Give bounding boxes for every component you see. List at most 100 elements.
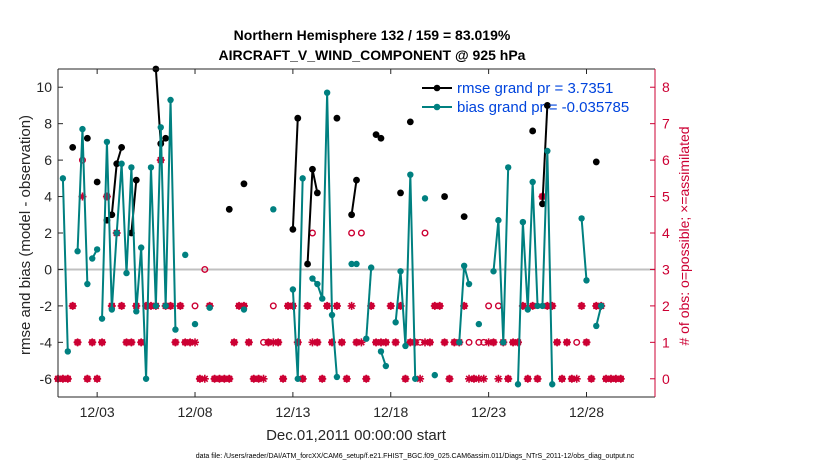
bias-point: [597, 302, 605, 310]
bias-line-segment: [595, 305, 603, 327]
x-tick-label: 12/23: [471, 404, 506, 420]
rmse-point: [353, 176, 360, 184]
obs-assimilated-marker: [577, 301, 586, 310]
rmse-point: [372, 131, 380, 139]
obs-assimilated-marker: [83, 374, 92, 383]
bias-point: [328, 311, 336, 319]
x-tick-label: 12/08: [177, 404, 212, 420]
legend-label-rmse: rmse grand pr = 3.7351: [457, 80, 613, 97]
bias-point: [93, 246, 101, 253]
obs-assimilated-marker: [171, 338, 180, 347]
obs-assimilated-marker: [68, 301, 77, 310]
bias-point: [64, 348, 71, 355]
bias-point: [431, 371, 438, 379]
bias-point: [514, 381, 522, 388]
obs-assimilated-marker: [513, 338, 522, 347]
obs-assimilated-marker: [318, 374, 327, 383]
obs-assimilated-marker: [543, 301, 552, 310]
obs-assimilated-marker: [191, 338, 200, 347]
obs-assimilated-marker: [611, 374, 620, 383]
rmse-point: [93, 178, 101, 186]
obs-assimilated-marker: [244, 338, 253, 347]
obs-assimilated-marker: [181, 338, 190, 347]
obs-possible-marker: [191, 302, 199, 310]
bias-point: [157, 124, 164, 131]
x-tick-label: 12/03: [80, 404, 115, 420]
rmse-point: [529, 127, 537, 135]
x-tick-label: 12/18: [373, 404, 408, 420]
bias-point: [59, 175, 67, 182]
rmse-point: [132, 176, 140, 184]
obs-assimilated-marker: [421, 338, 430, 347]
obs-assimilated-marker: [430, 301, 439, 310]
obs-assimilated-marker: [562, 338, 571, 347]
obs-assimilated-marker: [440, 338, 449, 347]
obs-assimilated-marker: [142, 301, 151, 310]
obs-assimilated-marker: [533, 374, 542, 383]
obs-possible-marker: [465, 338, 473, 346]
rmse-point: [304, 260, 311, 268]
bias-point: [123, 269, 130, 277]
obs-assimilated-marker: [332, 301, 341, 310]
bias-point: [309, 275, 316, 282]
bias-point: [583, 277, 590, 284]
obs-assimilated-marker: [122, 338, 131, 347]
bias-point: [490, 268, 497, 275]
y2-tick-label: 0: [662, 371, 670, 387]
bias-point: [270, 206, 277, 213]
obs-assimilated-marker: [602, 374, 611, 383]
obs-possible-marker: [201, 265, 209, 273]
obs-assimilated-marker: [582, 338, 591, 347]
bias-point: [578, 215, 585, 222]
obs-assimilated-marker: [63, 374, 72, 383]
y-axis-label: rmse and bias (model - observation): [17, 115, 34, 355]
obs-assimilated-marker: [166, 301, 175, 310]
rmse-point: [69, 143, 77, 151]
chart-title: Northern Hemisphere 132 / 159 = 83.019%: [234, 27, 511, 43]
y2-tick-label: 2: [662, 298, 670, 314]
obs-assimilated-marker: [323, 301, 332, 310]
y2-axis-label: # of obs: o=possible; ×=assimilated: [676, 126, 692, 345]
obs-assimilated-marker: [117, 301, 126, 310]
bias-line-segment: [365, 267, 373, 339]
bias-line-segment: [101, 98, 177, 380]
bias-point: [524, 306, 531, 313]
rmse-point: [113, 160, 121, 168]
bias-point: [167, 96, 174, 104]
obs-assimilated-marker: [504, 374, 513, 383]
obs-assimilated-marker: [313, 338, 322, 347]
bias-point: [363, 335, 370, 342]
obs-assimilated-marker: [616, 374, 625, 383]
obs-assimilated-marker: [425, 338, 434, 347]
rmse-point: [460, 213, 468, 221]
rmse-point: [539, 200, 546, 208]
obs-assimilated-marker: [303, 301, 312, 310]
obs-assimilated-marker: [465, 374, 474, 383]
bias-point: [152, 302, 160, 310]
obs-assimilated-marker: [225, 374, 234, 383]
rmse-point: [309, 165, 316, 173]
obs-assimilated-marker: [606, 374, 615, 383]
bias-line-segment: [61, 178, 69, 352]
bias-point: [84, 280, 91, 288]
bias-point: [74, 248, 81, 255]
obs-assimilated-marker: [548, 301, 557, 310]
bias-point: [323, 89, 331, 96]
y2-tick-label: 1: [662, 334, 670, 350]
obs-assimilated-marker: [137, 338, 146, 347]
legend: rmse grand pr = 3.7351 bias grand pr = -0…: [422, 80, 629, 116]
y2-tick-label: 4: [662, 225, 670, 241]
rmse-point: [397, 189, 404, 197]
obs-assimilated-marker: [572, 374, 581, 383]
bias-point: [397, 268, 404, 275]
obs-assimilated-marker: [283, 301, 292, 310]
obs-assimilated-marker: [176, 301, 185, 310]
obs-possible-marker: [348, 229, 356, 237]
obs-assimilated-marker: [460, 301, 469, 310]
obs-assimilated-marker: [558, 374, 567, 383]
obs-assimilated-marker: [127, 338, 136, 347]
obs-assimilated-marker: [484, 338, 493, 347]
rmse-line-segment: [291, 118, 299, 230]
bias-point: [504, 164, 512, 171]
obs-assimilated-marker: [298, 374, 307, 383]
